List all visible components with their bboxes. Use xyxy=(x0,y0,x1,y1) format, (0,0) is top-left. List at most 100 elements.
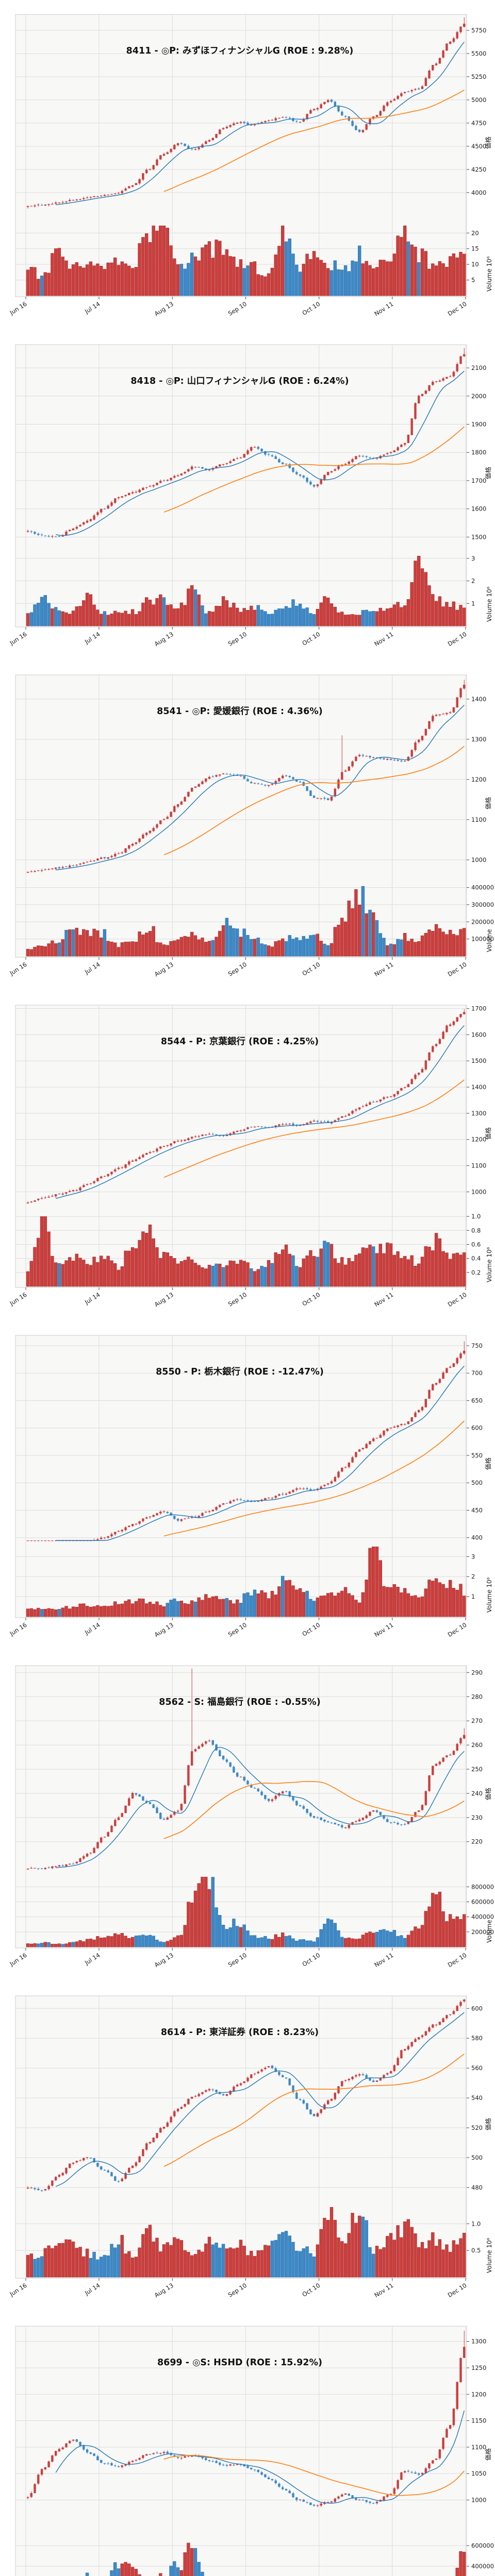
svg-text:290: 290 xyxy=(471,1669,483,1676)
svg-text:1300: 1300 xyxy=(471,2338,486,2345)
volume-axis-label: Volume 10⁶ xyxy=(486,586,493,622)
volume-series xyxy=(26,2207,466,2278)
svg-text:1000: 1000 xyxy=(471,856,486,863)
svg-text:Aug 13: Aug 13 xyxy=(153,2282,175,2299)
svg-text:1050: 1050 xyxy=(471,2470,486,2477)
candlestick-series xyxy=(26,1009,466,1204)
svg-text:550: 550 xyxy=(471,1452,483,1459)
candlestick-series xyxy=(26,1998,466,2192)
svg-text:Sep 10: Sep 10 xyxy=(227,1621,248,1638)
vertical-gridlines xyxy=(25,345,466,627)
svg-text:600000: 600000 xyxy=(471,2542,494,2549)
svg-text:5000: 5000 xyxy=(471,96,486,104)
svg-text:1400: 1400 xyxy=(471,1083,486,1091)
ma-short-line xyxy=(56,1366,465,1541)
plot-area xyxy=(15,1335,467,1618)
svg-text:230: 230 xyxy=(471,1814,483,1821)
chart-title: 8418 - ◎P: 山口フィナンシャルG (ROE : 6.24%) xyxy=(130,376,349,386)
svg-text:Aug 13: Aug 13 xyxy=(153,1952,175,1969)
plot-area xyxy=(15,1005,467,1288)
ma-long-line xyxy=(163,426,465,513)
stock-chart-8550: 400 450 500 550 600 650 700 750 1 2 3 Jun 16 Jul 14 A… xyxy=(0,1321,495,1651)
svg-text:400: 400 xyxy=(471,1534,483,1541)
svg-text:Oct 10: Oct 10 xyxy=(301,1952,321,1968)
svg-text:Dec 10: Dec 10 xyxy=(447,631,468,648)
svg-text:Sep 10: Sep 10 xyxy=(227,961,248,978)
svg-text:3: 3 xyxy=(471,1553,475,1560)
svg-text:4000: 4000 xyxy=(471,189,486,196)
svg-text:560: 560 xyxy=(471,2064,483,2072)
svg-text:1100: 1100 xyxy=(471,816,486,823)
svg-text:1: 1 xyxy=(471,1593,475,1600)
svg-text:Jul 14: Jul 14 xyxy=(83,300,102,315)
svg-text:700: 700 xyxy=(471,1369,483,1377)
svg-text:1100: 1100 xyxy=(471,2444,486,2451)
ma-long-line xyxy=(163,745,465,855)
price-axis-label: 価格 xyxy=(484,797,492,809)
price-gridlines-and-ticks: 220 230 240 250 260 270 280 290 xyxy=(15,1669,483,1845)
svg-text:Aug 13: Aug 13 xyxy=(153,961,175,978)
ma-short-line xyxy=(56,42,465,206)
svg-text:Sep 10: Sep 10 xyxy=(227,300,248,317)
price-axis-label: 価格 xyxy=(484,137,492,149)
date-axis: Jun 16 Jul 14 Aug 13 Sep 10 Oct 10 Nov 11 Dec … xyxy=(8,957,468,978)
svg-text:2: 2 xyxy=(471,578,475,585)
volume-series xyxy=(26,1216,466,1287)
svg-text:Jul 14: Jul 14 xyxy=(83,631,102,646)
svg-text:1600: 1600 xyxy=(471,1031,486,1038)
svg-text:280: 280 xyxy=(471,1693,483,1700)
price-axis-label: 価格 xyxy=(484,467,492,479)
svg-text:5750: 5750 xyxy=(471,27,486,34)
svg-text:1800: 1800 xyxy=(471,449,486,456)
svg-text:Jul 14: Jul 14 xyxy=(83,1291,102,1306)
svg-text:Jun 16: Jun 16 xyxy=(8,1621,28,1638)
ma-short-line xyxy=(56,370,465,536)
svg-text:1500: 1500 xyxy=(471,533,486,540)
svg-text:1900: 1900 xyxy=(471,420,486,428)
vertical-gridlines xyxy=(25,675,466,957)
svg-text:600000: 600000 xyxy=(471,1899,494,1906)
svg-text:5250: 5250 xyxy=(471,73,486,80)
candlestick-series xyxy=(26,17,466,209)
svg-text:500: 500 xyxy=(471,1479,483,1486)
stock-chart-8411: 4000 4250 4500 4750 5000 5250 5500 5750 5 10 15 20 J… xyxy=(0,0,495,330)
svg-text:2000: 2000 xyxy=(471,393,486,400)
stock-chart-svg-8411: 4000 4250 4500 4750 5000 5250 5500 5750 5 10 15 20 J… xyxy=(8,14,493,317)
chart-title: 8699 - ◎S: HSHD (ROE : 15.92%) xyxy=(157,2358,322,2368)
svg-text:Sep 10: Sep 10 xyxy=(227,1291,248,1308)
svg-text:Nov 11: Nov 11 xyxy=(373,631,394,648)
svg-text:500: 500 xyxy=(471,2154,483,2161)
ma-short-line xyxy=(56,1747,465,1868)
stock-chart-svg-8550: 400 450 500 550 600 650 700 750 1 2 3 Jun 16 Jul 14 A… xyxy=(8,1335,493,1638)
svg-text:Oct 10: Oct 10 xyxy=(301,2282,321,2298)
volume-axis-label: Volume 10⁶ xyxy=(486,2238,493,2273)
stock-chart-svg-8614: 480 500 520 540 560 580 600 0.5 1.0 Jun 16 Jul 14 A… xyxy=(8,1995,493,2299)
chart-title: 8550 - P: 栃木銀行 (ROE : -12.47%) xyxy=(156,1366,324,1377)
svg-text:1100: 1100 xyxy=(471,1162,486,1170)
svg-text:1.0: 1.0 xyxy=(471,2220,481,2227)
volume-series xyxy=(85,2543,466,2576)
svg-text:240: 240 xyxy=(471,1790,483,1797)
vertical-gridlines xyxy=(25,1996,466,2278)
svg-text:Dec 10: Dec 10 xyxy=(447,300,468,317)
svg-text:1200: 1200 xyxy=(471,1136,486,1143)
vertical-gridlines xyxy=(25,1005,466,1287)
svg-text:0.6: 0.6 xyxy=(471,1241,481,1248)
svg-text:Nov 11: Nov 11 xyxy=(373,1621,394,1638)
candlestick-series xyxy=(26,1341,466,1541)
svg-text:3: 3 xyxy=(471,555,475,562)
svg-text:Nov 11: Nov 11 xyxy=(373,2282,394,2299)
price-axis-label: 価格 xyxy=(484,2448,492,2461)
svg-text:4750: 4750 xyxy=(471,120,486,127)
svg-text:Nov 11: Nov 11 xyxy=(373,961,394,978)
svg-text:Nov 11: Nov 11 xyxy=(373,300,394,317)
chart-title: 8614 - P: 東洋証券 (ROE : 8.23%) xyxy=(161,2027,319,2038)
svg-text:Aug 13: Aug 13 xyxy=(153,300,175,317)
svg-text:450: 450 xyxy=(471,1506,483,1514)
volume-axis-label: Volume 10⁶ xyxy=(486,1247,493,1282)
svg-text:1000: 1000 xyxy=(471,1188,486,1195)
date-axis: Jun 16 Jul 14 Aug 13 Sep 10 Oct 10 Nov 11 Dec … xyxy=(8,627,468,648)
volume-series xyxy=(26,886,466,957)
price-axis-label: 価格 xyxy=(484,1458,492,1470)
stock-chart-svg-8699: 1000105011001150120012501300200000400000… xyxy=(15,2326,494,2576)
